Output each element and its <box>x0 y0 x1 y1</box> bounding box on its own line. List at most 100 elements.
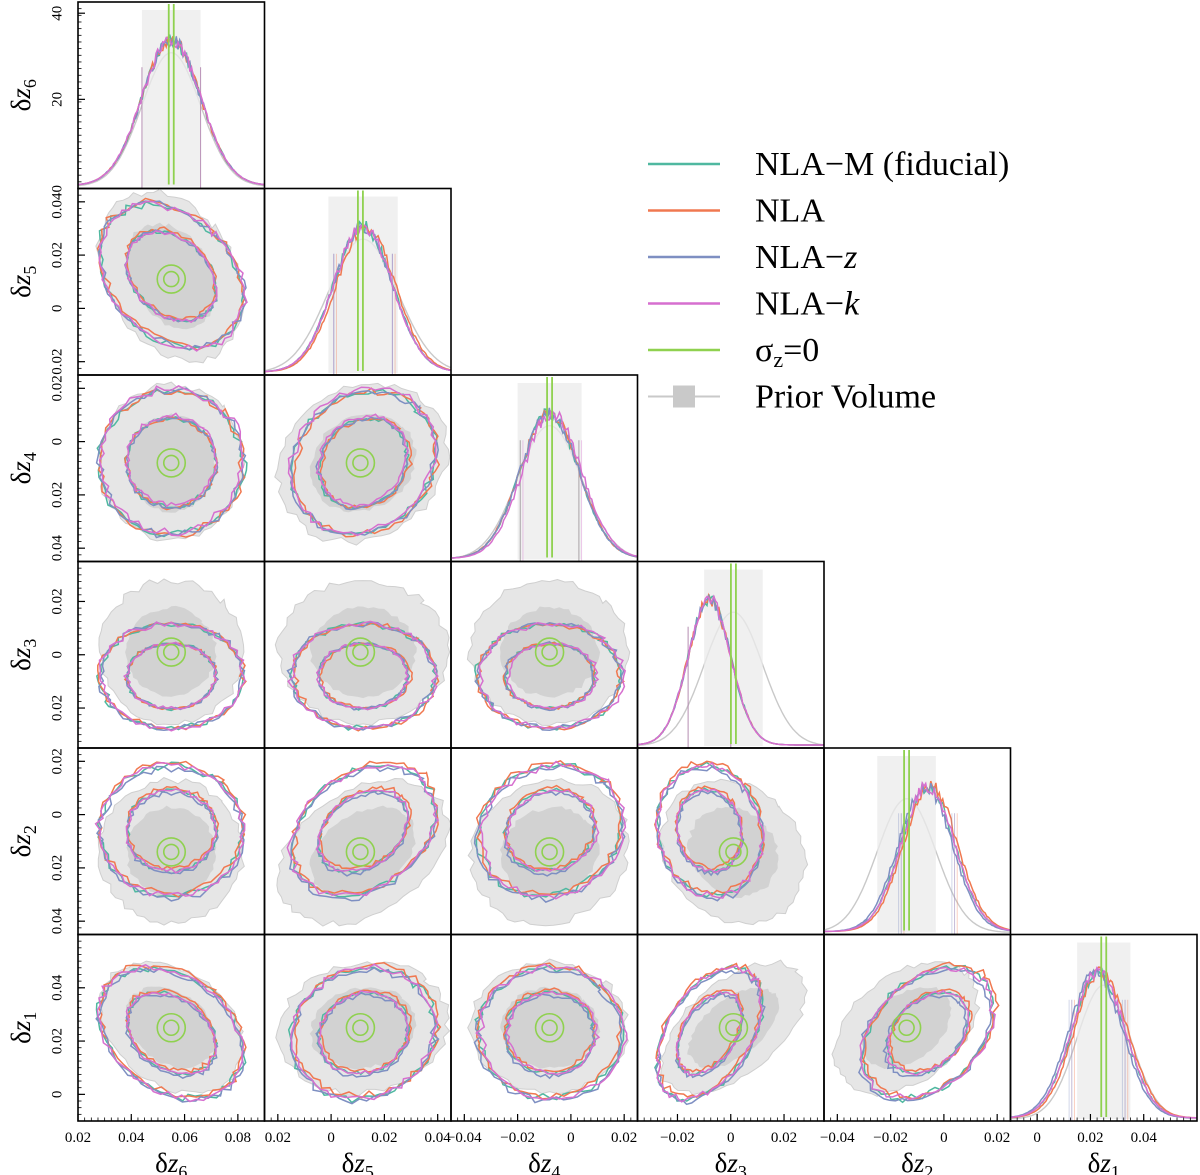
legend-label: NLA−M (fiducial) <box>755 146 1009 183</box>
contour-series-3-level-1 <box>287 620 439 731</box>
fixed-value-marker-inner <box>725 1019 742 1037</box>
contour-series-2-level-0 <box>125 416 219 510</box>
x-tick-label: 0 <box>327 1130 335 1146</box>
y-axis-label-dz2: δz2 <box>6 825 40 857</box>
y-axis-label-dz5: δz5 <box>6 266 40 298</box>
legend-entry-2: NLA−z <box>648 239 857 276</box>
panel-dz2-dz2 <box>823 747 1012 936</box>
contour-series-3-level-0 <box>125 788 218 874</box>
marginal-dz6-series-3 <box>78 36 265 186</box>
panel-content <box>95 578 247 732</box>
contour-series-2-level-1 <box>288 765 437 902</box>
panel-dz2-dz4 <box>450 747 639 936</box>
y-tick-label: 0.02 <box>49 855 65 881</box>
fixed-value-marker-inner <box>162 843 180 861</box>
contour-series-3-level-1 <box>290 963 439 1101</box>
panel-dz1-dz2: −0.04 −0.02 0 0.02 <box>820 933 1012 1146</box>
marginal-dz1-series-3 <box>1010 965 1197 1119</box>
x-tick-label: 0.02 <box>611 1130 637 1146</box>
panel-dz1-dz3: −0.02 0 0.02 <box>636 933 825 1146</box>
y-tick-label: 0.04 <box>49 535 65 562</box>
panel-content <box>276 760 451 927</box>
fixed-value-marker-outer <box>891 1012 922 1043</box>
contour-series-1-level-1 <box>654 760 765 896</box>
legend-label: Prior Volume <box>755 379 936 416</box>
contour-series-0-level-1 <box>475 763 624 898</box>
legend-entry-4: σz=0 <box>648 332 819 372</box>
x-axis-label-dz5: δz5 <box>342 1148 374 1175</box>
panel-content <box>654 760 809 926</box>
marginal-dz2-series-3 <box>824 780 1011 933</box>
contour-series-3-level-1 <box>98 621 246 732</box>
y-tick-label: 0.02 <box>49 588 65 614</box>
y-tick-label: 0.02 <box>49 695 65 721</box>
x-tick-label: −0.02 <box>500 1130 535 1146</box>
fixed-value-marker-outer <box>156 837 187 867</box>
prior-contour-inner <box>309 805 416 897</box>
y-axis-dz5: 0.02 0 0.02 0.040 <box>49 185 85 376</box>
x-tick-label: 0.02 <box>984 1130 1010 1146</box>
fixed-value-marker-inner <box>162 270 180 288</box>
panel-dz4-dz6: 0.04 0.02 0 0.02 <box>49 374 266 563</box>
prior-contour-inner <box>686 807 779 898</box>
x-tick-label: 0.08 <box>225 1130 251 1146</box>
panel-content <box>466 578 631 731</box>
panel-content <box>824 750 1011 935</box>
contour-series-0-level-0 <box>885 991 971 1075</box>
legend-entry-3: NLA−k <box>648 286 860 323</box>
x-axis-label-dz3: δz3 <box>715 1148 747 1175</box>
contour-series-1-level-0 <box>503 784 598 871</box>
panel-dz3-dz4 <box>450 560 639 749</box>
panel-content <box>654 959 808 1106</box>
marginal-dz4-series-2 <box>451 407 638 559</box>
fixed-value-marker-inner <box>541 843 558 861</box>
legend-label: NLA−k <box>755 286 860 323</box>
panel-dz4-dz4 <box>450 374 639 563</box>
y-tick-label: 0.040 <box>49 185 65 219</box>
contour-series-3-level-1 <box>98 200 248 352</box>
y-axis-dz3: 0.02 0 0.02 <box>49 561 85 749</box>
panel-dz5-dz6: 0.02 0 0.02 0.040 <box>49 185 266 376</box>
x-axis-label-dz4: δz4 <box>528 1148 560 1175</box>
y-tick-label: 0 <box>49 1091 65 1099</box>
contour-series-1-level-0 <box>675 989 745 1073</box>
panel-dz1-dz1: 0 0.02 0.04 <box>1009 933 1198 1146</box>
panel-dz3-dz5 <box>263 560 452 749</box>
contour-series-3-level-0 <box>318 990 409 1075</box>
contour-series-2-level-0 <box>674 992 744 1079</box>
panel-dz5-dz5 <box>263 187 452 376</box>
contour-series-3-level-1 <box>287 386 437 537</box>
panels: 20400.0200.020.0400.040.0200.020.0200.02… <box>49 1 1198 1146</box>
fixed-value-marker-inner <box>352 843 369 861</box>
x-tick-label: 0.04 <box>1131 1130 1158 1146</box>
fixed-value-marker-outer <box>534 1012 565 1043</box>
legend: NLA−M (fiducial) NLA NLA−z NLA−k σz=0 Prior V… <box>648 146 1009 416</box>
y-tick-label: 0.02 <box>49 375 65 401</box>
fixed-value-marker-outer <box>345 637 376 667</box>
y-tick-label: 0.04 <box>49 974 65 1001</box>
x-tick-label: 0.02 <box>371 1130 397 1146</box>
x-tick-label: −0.02 <box>873 1130 908 1146</box>
y-tick-label: 0 <box>49 811 65 819</box>
prior-band-dz6 <box>141 10 201 187</box>
y-tick-label: 0.02 <box>49 349 65 375</box>
contour-series-2-level-1 <box>473 764 626 903</box>
fixed-value-marker-outer <box>718 837 749 867</box>
contour-series-3-level-0 <box>315 413 409 509</box>
panel-dz3-dz6: 0.02 0 0.02 <box>49 560 266 749</box>
panel-content <box>637 563 824 748</box>
fixed-value-marker-outer <box>156 264 187 294</box>
contour-series-2-level-0 <box>503 790 596 877</box>
x-tick-label: 0.02 <box>771 1130 797 1146</box>
panel-content <box>831 961 1000 1104</box>
y-tick-label: 0 <box>49 305 65 313</box>
contour-series-3-level-1 <box>475 963 628 1101</box>
contour-series-3-level-0 <box>505 990 601 1076</box>
panel-dz3-dz3 <box>636 560 825 749</box>
fixed-value-marker-inner <box>541 643 558 661</box>
panel-content <box>94 760 247 926</box>
contour-series-3-level-0 <box>505 789 600 873</box>
